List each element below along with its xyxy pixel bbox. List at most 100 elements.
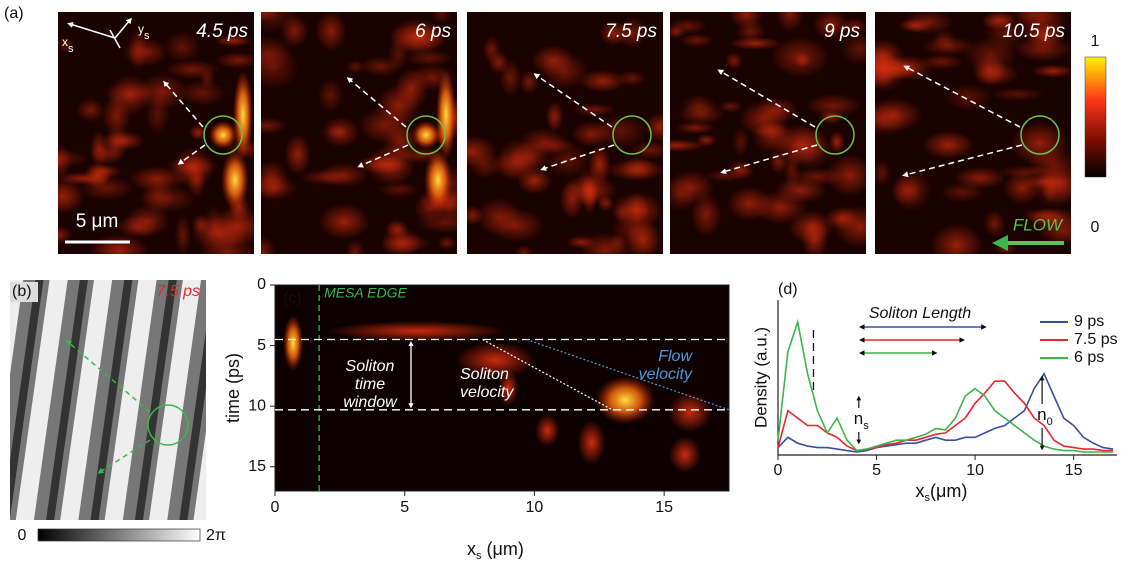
intensity-blob: [829, 131, 845, 154]
intensity-blob: [357, 155, 409, 175]
intensity-blob: [625, 221, 661, 260]
intensity-blob: [577, 166, 600, 206]
intensity-blob: [931, 224, 983, 267]
y-tick-label: 5: [257, 337, 266, 354]
intensity-blob: [607, 159, 666, 181]
intensity-blob: [395, 68, 429, 109]
intensity-blob: [595, 376, 655, 424]
intensity-blob: [328, 321, 508, 341]
frame-time: 10.5 ps: [1003, 21, 1066, 42]
annotation: window: [343, 394, 398, 411]
figure: (a) 1 0 (b) 7.5 ps 0 2π 4.5 ps6 ps7.5 ps…: [0, 0, 1131, 567]
frame-time: 9 ps: [824, 21, 860, 42]
annotation-sub: s: [863, 420, 869, 432]
intensity-blob: [84, 162, 111, 189]
annotation: Soliton Length: [869, 305, 971, 322]
intensity-blob: [680, 34, 714, 47]
intensity-blob: [863, 50, 901, 86]
intensity-blob: [515, 245, 533, 260]
intensity-blob: [732, 127, 749, 157]
frame-time: 7.5 ps: [605, 21, 657, 42]
annotation: velocity: [639, 366, 693, 383]
bright-arc: [221, 150, 249, 210]
bright-arc: [233, 70, 253, 160]
intensity-blob: [718, 100, 743, 112]
series-line: [778, 374, 1113, 452]
axis-label-sub: s: [68, 43, 74, 55]
intensity-blob: [318, 79, 343, 111]
colorbar-min: 0: [18, 527, 27, 544]
colorbar: [38, 529, 200, 541]
intensity-blob: [727, 160, 754, 180]
intensity-blob: [285, 134, 311, 175]
intensity-blob: [923, 131, 974, 159]
panel-b: (b) 7.5 ps 0 2π: [10, 280, 226, 544]
intensity-blob: [31, 149, 89, 167]
intensity-blob: [899, 18, 932, 32]
panel-label: (a): [4, 5, 24, 22]
intensity-blob: [499, 60, 521, 96]
x-axis-label-unit: (μm): [930, 481, 967, 501]
intensity-blob: [141, 177, 173, 213]
intensity-blob: [482, 36, 500, 63]
time-label: 7.5 ps: [156, 283, 200, 300]
x-axis-label-main: x: [916, 481, 925, 501]
x-tick-label: 0: [271, 499, 280, 516]
x-tick-label: 10: [966, 462, 984, 479]
intensity-blob: [191, 217, 247, 251]
intensity-blob: [300, 169, 355, 185]
frame: 6 ps: [243, 0, 475, 269]
intensity-blob: [921, 37, 974, 56]
intensity-blob: [752, 120, 794, 153]
colorbar-min: 0: [1091, 219, 1100, 236]
x-tick-label: 15: [655, 499, 673, 516]
intensity-blob: [360, 56, 402, 76]
panel-label: (c): [283, 290, 302, 307]
annotation: n0: [1037, 405, 1053, 427]
annotation: ns: [854, 409, 869, 431]
intensity-blob: [76, 98, 104, 122]
intensity-blob: [326, 125, 347, 139]
y-tick-label: 0: [257, 276, 266, 293]
intensity-blob: [893, 168, 932, 212]
colorbar-max: 2π: [206, 527, 226, 544]
colorbar: [1085, 57, 1106, 177]
intensity-blob: [1011, 122, 1069, 165]
frame: 7.5 ps: [446, 12, 674, 266]
intensity-blob: [378, 182, 420, 197]
intensity-blob: [517, 167, 552, 194]
intensity-blob: [802, 217, 829, 260]
x-axis-label-unit: (μm): [482, 539, 524, 559]
colorbar-max: 1: [1091, 33, 1100, 50]
annotation-main: n: [1037, 405, 1046, 424]
intensity-blob: [165, 60, 220, 80]
intensity-blob: [89, 234, 149, 266]
intensity-blob: [476, 198, 521, 236]
y-tick-label: 15: [248, 458, 266, 475]
intensity-blob: [252, 175, 296, 201]
intensity-blob: [532, 138, 577, 153]
intensity-blob: [617, 70, 646, 86]
intensity-blob: [668, 170, 714, 204]
intensity-blob: [598, 196, 614, 212]
intensity-blob: [319, 204, 370, 239]
y-axis-label: Density (a.u.): [751, 327, 770, 428]
annotation: Soliton: [460, 366, 509, 383]
intensity-blob: [283, 315, 303, 371]
annotation: time: [355, 376, 385, 393]
intensity-blob: [346, 240, 365, 265]
phase-image: [10, 280, 206, 520]
intensity-blob: [668, 392, 712, 432]
legend-label: 6 ps: [1074, 349, 1104, 366]
intensity-blob: [945, 84, 993, 112]
frame: 9 ps: [648, 0, 886, 260]
annotation: Flow: [658, 348, 693, 365]
intensity-blob: [669, 437, 701, 473]
intensity-blob: [865, 98, 922, 131]
intensity-blob: [164, 31, 200, 62]
frame-time: 6 ps: [415, 21, 451, 42]
y-tick-label: 10: [248, 397, 266, 414]
annotation: velocity: [460, 384, 514, 401]
legend-label: 7.5 ps: [1074, 331, 1118, 348]
intensity-blob: [730, 2, 763, 27]
